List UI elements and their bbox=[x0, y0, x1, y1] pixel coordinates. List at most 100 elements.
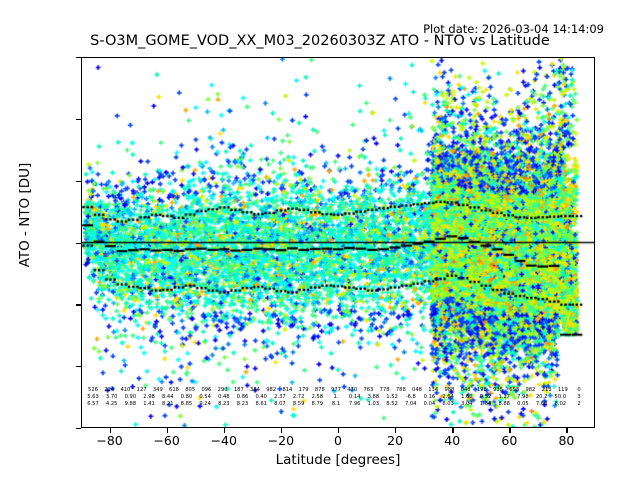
stat-value: 0 bbox=[577, 387, 581, 393]
x-tick-label: −20 bbox=[267, 433, 295, 448]
plot-axes-area bbox=[81, 57, 595, 428]
stat-value: 20.2 bbox=[535, 394, 548, 400]
stat-value: 8.44 bbox=[161, 394, 174, 400]
stat-value: 1.60 bbox=[461, 394, 473, 400]
stat-value: 814 bbox=[282, 387, 293, 393]
stat-value: 0.16 bbox=[423, 394, 436, 400]
stat-annotation-row: 526 224 410 127 349 618 805 096 290 187 384 982 814 1… bbox=[81, 387, 595, 394]
stat-value: 8.59 bbox=[292, 401, 305, 407]
stat-value: 127 bbox=[136, 387, 147, 393]
stat-value: 0.14 bbox=[348, 394, 361, 400]
stat-value: 198 bbox=[476, 387, 487, 393]
x-tick-mark bbox=[566, 428, 568, 433]
stat-value: 187 bbox=[233, 387, 244, 393]
x-tick-mark bbox=[166, 428, 168, 433]
stat-value: 8.02 bbox=[554, 401, 567, 407]
stat-value: 1.03 bbox=[367, 401, 380, 407]
stat-value: -6.8 bbox=[405, 394, 416, 400]
y-tick-mark bbox=[76, 242, 81, 244]
stat-value: 982 bbox=[266, 387, 277, 393]
stat-value: 0.04 bbox=[423, 401, 436, 407]
stat-value: 763 bbox=[363, 387, 374, 393]
stat-value: 048 bbox=[460, 387, 471, 393]
x-tick-label: 0 bbox=[334, 433, 342, 448]
stat-value: 4.25 bbox=[105, 401, 118, 407]
stat-value: 1.17 bbox=[498, 394, 510, 400]
x-tick-label: −80 bbox=[96, 433, 123, 448]
stat-value: 2.98 bbox=[143, 394, 155, 400]
stat-value: 6.03 bbox=[442, 401, 454, 407]
stat-value: 8.07 bbox=[274, 401, 286, 407]
x-tick-label: −60 bbox=[153, 433, 180, 448]
stat-value: 8.61 bbox=[255, 401, 267, 407]
stat-value: 8.88 bbox=[498, 401, 510, 407]
stat-value: 7.04 bbox=[404, 401, 417, 407]
y-tick-mark bbox=[76, 304, 81, 306]
stat-value: 0.52 bbox=[479, 394, 492, 400]
x-tick-label: −40 bbox=[210, 433, 237, 448]
stat-annotation-row: 5.63 3.70 0.90 2.98 8.44 0.80 0.54 0.48 0.86 0.40… bbox=[81, 394, 595, 401]
stat-value: 7.98 bbox=[517, 394, 529, 400]
stat-value: 805 bbox=[185, 387, 196, 393]
stat-value: 6.57 bbox=[87, 401, 99, 407]
stat-value: 3 bbox=[577, 394, 581, 400]
stat-value: 2 bbox=[577, 401, 581, 407]
stat-value: 0.80 bbox=[180, 394, 193, 400]
stat-value: 0.86 bbox=[236, 394, 249, 400]
stat-value: 384 bbox=[250, 387, 260, 393]
stat-value: 988 bbox=[444, 387, 455, 393]
x-tick-mark bbox=[223, 428, 226, 433]
stat-annotation-row: 6.57 4.25 9.88 1.41 8.21 8.85 9.24 8.23 8.23 8.61… bbox=[81, 401, 595, 408]
stat-value: 935 bbox=[493, 387, 503, 393]
stat-value: 50.0 bbox=[554, 394, 567, 400]
stat-value: 2.58 bbox=[311, 394, 324, 400]
stat-value: 179 bbox=[298, 387, 309, 393]
stat-value: 0.40 bbox=[255, 394, 267, 400]
stat-value: 878 bbox=[314, 387, 325, 393]
stat-value: 0.90 bbox=[124, 394, 137, 400]
page-title: S-O3M_GOME_VOD_XX_M03_20260303Z ATO - NT… bbox=[90, 33, 550, 49]
stat-value: 2.64 bbox=[442, 394, 454, 400]
y-tick-mark bbox=[76, 180, 81, 182]
stat-value: 9.24 bbox=[199, 401, 211, 407]
stat-value: 2.37 bbox=[274, 394, 286, 400]
stat-value: 213 bbox=[541, 387, 552, 393]
y-tick-mark bbox=[76, 428, 81, 430]
stat-value: 653 bbox=[509, 387, 520, 393]
stat-value: 224 bbox=[104, 387, 115, 393]
x-tick-mark bbox=[509, 428, 511, 433]
stat-value: 778 bbox=[379, 387, 390, 393]
stat-value: 8.52 bbox=[386, 401, 398, 407]
stat-value: 096 bbox=[201, 387, 212, 393]
stat-value: 119 bbox=[557, 387, 568, 393]
stat-value: 410 bbox=[120, 387, 131, 393]
stat-value: 3.70 bbox=[105, 394, 118, 400]
stat-value: 0.05 bbox=[517, 401, 529, 407]
stat-value: 9.88 bbox=[124, 401, 137, 407]
x-tick-mark bbox=[109, 428, 111, 433]
stat-value: 1.84 bbox=[479, 401, 492, 407]
x-tick-mark bbox=[452, 428, 454, 433]
stat-value: 977 bbox=[331, 387, 341, 393]
x-tick-label: 20 bbox=[387, 433, 404, 448]
stat-value: 7.96 bbox=[348, 401, 361, 407]
stat-value: 1. bbox=[333, 394, 339, 400]
scatter-plot-canvas bbox=[82, 58, 594, 427]
stat-value: 526 bbox=[88, 387, 98, 393]
stat-value: 349 bbox=[152, 387, 163, 393]
y-tick-mark bbox=[76, 57, 81, 59]
stat-value: 8.23 bbox=[218, 401, 230, 407]
stat-value: 048 bbox=[412, 387, 422, 393]
stat-value: 8.21 bbox=[161, 401, 174, 407]
stat-value: 7.68 bbox=[535, 401, 548, 407]
stat-value: 1.41 bbox=[143, 401, 155, 407]
stat-value: 1.52 bbox=[386, 394, 398, 400]
stat-value: 0.48 bbox=[218, 394, 230, 400]
stat-value: 3.04 bbox=[461, 401, 473, 407]
stat-value: 618 bbox=[169, 387, 179, 393]
x-tick-label: 60 bbox=[501, 433, 518, 448]
x-tick-mark bbox=[338, 428, 340, 433]
y-axis-label: ATO - NTO [DU] bbox=[17, 162, 33, 268]
stat-value: 8.85 bbox=[180, 401, 193, 407]
